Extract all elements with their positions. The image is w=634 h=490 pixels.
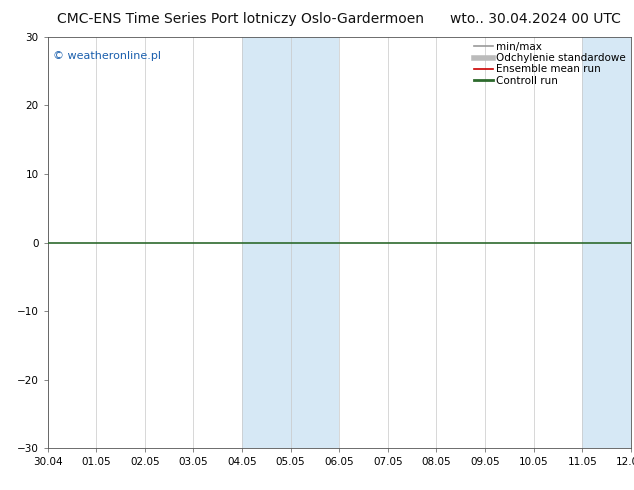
Text: wto.. 30.04.2024 00 UTC: wto.. 30.04.2024 00 UTC xyxy=(450,12,621,26)
Bar xyxy=(242,37,290,448)
Legend: min/max, Odchylenie standardowe, Ensemble mean run, Controll run: min/max, Odchylenie standardowe, Ensembl… xyxy=(474,42,626,86)
Text: CMC-ENS Time Series Port lotniczy Oslo-Gardermoen: CMC-ENS Time Series Port lotniczy Oslo-G… xyxy=(58,12,424,26)
Bar xyxy=(290,37,339,448)
Text: © weatheronline.pl: © weatheronline.pl xyxy=(53,51,162,61)
Bar xyxy=(582,37,631,448)
